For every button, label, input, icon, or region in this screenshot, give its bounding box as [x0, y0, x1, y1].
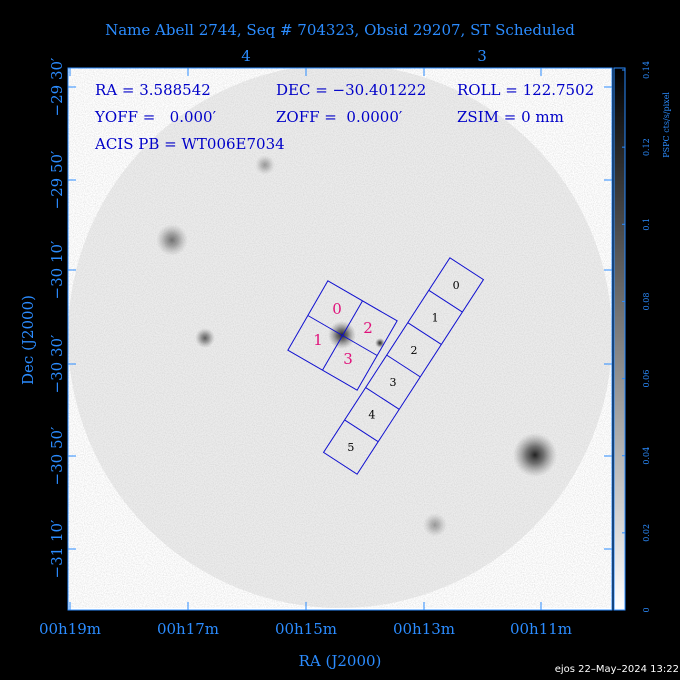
- colorbar-tick-label: 0.1: [642, 218, 651, 231]
- chip-i-label: 2: [363, 319, 373, 337]
- colorbar-tick-label: 0.02: [642, 524, 651, 542]
- chip-s-label: 2: [411, 344, 418, 357]
- colorbar-tick-label: 0: [642, 607, 651, 612]
- y-tick-label: −30 50′: [48, 426, 66, 486]
- chip-i-label: 1: [313, 331, 323, 349]
- info-text: YOFF = 0.000′: [94, 108, 217, 126]
- x-tick-label: 00h11m: [510, 620, 572, 638]
- chip-i-label: 0: [332, 300, 342, 318]
- info-text: RA = 3.588542: [95, 81, 211, 99]
- colorbar: [613, 67, 626, 611]
- acis-s-array: [322, 257, 485, 475]
- title: Name Abell 2744, Seq # 704323, Obsid 292…: [105, 21, 575, 39]
- plot-frame: [67, 67, 613, 611]
- chip-i-label: 3: [343, 350, 353, 368]
- acis-i-array: [287, 280, 398, 391]
- y-tick-label: −31 10′: [48, 519, 66, 579]
- top-tick-label: 3: [477, 47, 487, 65]
- y-axis-label: Dec (J2000): [19, 295, 37, 385]
- x-axis-label: RA (J2000): [299, 652, 382, 670]
- colorbar-label: PSPC cts/s/pixel: [662, 92, 671, 158]
- chip-s-label: 4: [368, 409, 375, 422]
- info-text: DEC = −30.401222: [276, 81, 426, 99]
- x-tick-label: 00h13m: [393, 620, 455, 638]
- x-tick-label: 00h17m: [157, 620, 219, 638]
- image: [68, 68, 612, 608]
- y-tick-label: −30 30′: [48, 334, 66, 394]
- x-tick-label: 00h19m: [39, 620, 101, 638]
- chip-s-label: 1: [432, 311, 439, 324]
- chip-s-label: 0: [453, 279, 460, 292]
- colorbar-tick-label: 0.14: [642, 61, 651, 79]
- info-text: ZSIM = 0 mm: [457, 108, 564, 126]
- info-text: ZOFF = 0.0000′: [276, 108, 403, 126]
- x-tick-label: 00h15m: [275, 620, 337, 638]
- y-tick-label: −29 30′: [48, 57, 66, 117]
- colorbar-tick-label: 0.04: [642, 447, 651, 465]
- y-tick-label: −29 50′: [48, 150, 66, 210]
- chip-s-label: 3: [389, 376, 396, 389]
- info-text: ACIS PB = WT006E7034: [94, 135, 285, 153]
- top-tick-label: 4: [241, 47, 251, 65]
- chip-s-label: 5: [347, 441, 354, 454]
- colorbar-tick-label: 0.08: [642, 293, 651, 311]
- y-tick-label: −30 10′: [48, 240, 66, 300]
- footer: ejos 22–May–2024 13:22: [555, 664, 679, 675]
- info-text: ROLL = 122.7502: [457, 81, 594, 99]
- colorbar-tick-label: 0.12: [642, 138, 651, 156]
- colorbar-tick-label: 0.06: [642, 370, 651, 388]
